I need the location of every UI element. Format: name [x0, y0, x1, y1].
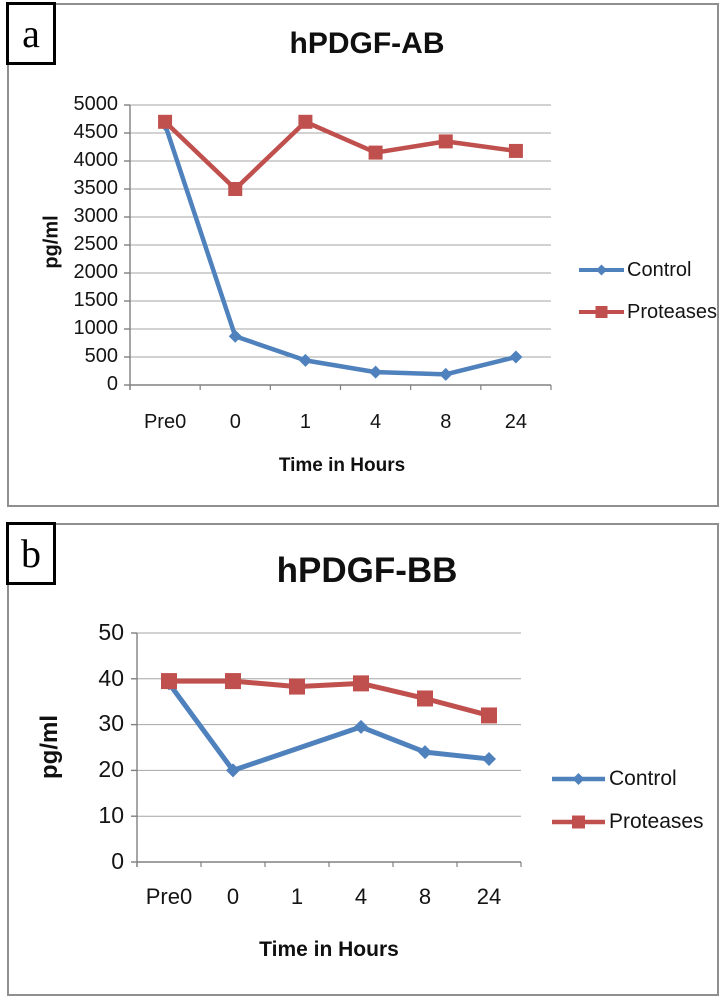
x-tick-label: Pre0	[145, 884, 193, 909]
legend-item-control: Control	[579, 256, 691, 284]
legend-diamond	[596, 264, 607, 276]
y-tick-label: 40	[98, 664, 124, 691]
y-tick-label: 500	[84, 344, 118, 367]
x-tick-label: 24	[476, 884, 502, 909]
x-axis-label: Time in Hours	[259, 938, 399, 961]
y-tick-label: 5000	[73, 92, 119, 115]
x-tick-label: 4	[370, 411, 382, 433]
legend-item-proteases: Proteases	[552, 808, 704, 836]
series-marker-proteases	[225, 673, 241, 690]
x-tick-label: Pre0	[143, 411, 187, 433]
series-marker-proteases	[289, 678, 305, 695]
y-tick-label: 4500	[73, 120, 119, 143]
legend-item-control: Control	[552, 765, 677, 793]
y-tick-label: 1500	[73, 288, 119, 311]
series-line-proteases	[162, 119, 519, 192]
legend-square	[572, 815, 585, 829]
series-marker-proteases	[298, 114, 313, 129]
legend-label: Proteases	[627, 300, 718, 323]
legend-label: Control	[609, 767, 677, 790]
legend-diamond-marker-icon	[579, 264, 624, 276]
plot-area-svg	[131, 632, 522, 867]
y-tick-label: 30	[98, 710, 124, 737]
series-marker-control	[354, 719, 368, 734]
legend-square-marker-icon	[552, 815, 605, 829]
series-marker-proteases	[368, 145, 383, 160]
y-tick-label: 2000	[73, 260, 119, 283]
panel-letter: b	[21, 531, 41, 576]
x-tick-label: 4	[354, 884, 368, 909]
x-tick-label: 1	[290, 884, 304, 909]
series-marker-proteases	[481, 707, 497, 724]
panel-letter: a	[22, 11, 40, 56]
panel-b: b hPDGF-BB pg/ml Time in Hours 0 10 20 30 40…	[6, 522, 719, 996]
series-marker-proteases	[508, 143, 523, 158]
y-tick-label: 10	[98, 801, 124, 828]
y-tick-label: 3000	[73, 204, 119, 227]
legend-diamond	[572, 773, 585, 785]
x-tick-label: 8	[440, 411, 452, 433]
y-tick-label: 0	[106, 372, 118, 395]
legend-square-marker-icon	[579, 306, 624, 318]
panel-label-box: b	[6, 522, 56, 585]
series-line-control	[166, 680, 492, 773]
y-tick-label: 50	[98, 618, 124, 645]
x-axis-label: Time in Hours	[278, 455, 406, 476]
series-marker-control	[439, 367, 453, 381]
series-marker-proteases	[158, 114, 173, 129]
legend-square	[595, 306, 608, 318]
series-marker-control	[509, 350, 523, 364]
series-marker-control	[482, 751, 496, 766]
panel-label-box: a	[6, 2, 56, 65]
y-tick-label: 3500	[73, 176, 119, 199]
series-line-proteases	[166, 678, 492, 718]
series-marker-proteases	[417, 690, 433, 707]
y-tick-label: 0	[111, 847, 124, 874]
series-line-control	[162, 122, 519, 377]
series-marker-control	[226, 763, 240, 778]
series-marker-control	[228, 329, 242, 343]
y-tick-label: 2500	[73, 232, 119, 255]
y-tick-label: 4000	[73, 148, 119, 171]
x-tick-label: 0	[229, 411, 241, 433]
x-tick-label: 8	[418, 884, 432, 909]
x-tick-label: 0	[226, 884, 240, 909]
plot-area-svg	[124, 104, 552, 390]
x-tick-label: 1	[299, 411, 311, 433]
series-marker-control	[418, 745, 432, 760]
panel-a: a hPDGF-AB pg/ml Time in Hours 0 500 1000 1…	[6, 2, 719, 507]
series-marker-proteases	[353, 675, 369, 692]
chart-title: hPDGF-BB	[276, 551, 458, 590]
x-tick-label: 24	[504, 411, 528, 433]
legend-label: Control	[627, 258, 692, 281]
series-marker-proteases	[438, 134, 453, 149]
series-marker-control	[298, 353, 312, 367]
y-tick-label: 20	[98, 756, 124, 783]
series-marker-proteases	[228, 182, 243, 196]
series-marker-proteases	[161, 673, 177, 690]
series-marker-control	[369, 365, 383, 379]
legend-item-proteases: Proteases	[579, 298, 717, 326]
legend-diamond-marker-icon	[552, 773, 605, 785]
legend-label: Proteases	[609, 810, 704, 833]
y-tick-label: 1000	[73, 316, 119, 339]
chart-title: hPDGF-AB	[289, 27, 445, 60]
